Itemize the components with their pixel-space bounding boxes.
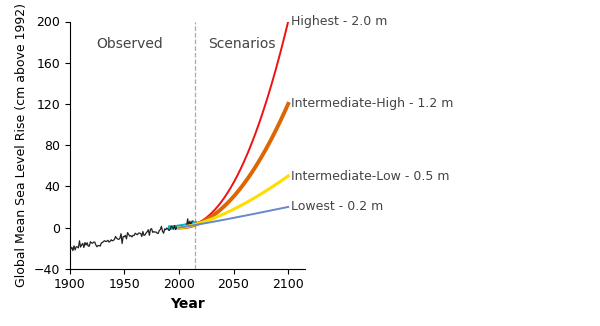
Text: Highest - 2.0 m: Highest - 2.0 m [292, 15, 388, 28]
Y-axis label: Global Mean Sea Level Rise (cm above 1992): Global Mean Sea Level Rise (cm above 199… [15, 3, 28, 287]
Text: Intermediate-High - 1.2 m: Intermediate-High - 1.2 m [292, 97, 454, 111]
X-axis label: Year: Year [170, 297, 205, 311]
Text: Scenarios: Scenarios [209, 37, 276, 51]
Text: Lowest - 0.2 m: Lowest - 0.2 m [292, 200, 384, 214]
Text: Intermediate-Low - 0.5 m: Intermediate-Low - 0.5 m [292, 170, 450, 183]
Text: Observed: Observed [97, 37, 163, 51]
